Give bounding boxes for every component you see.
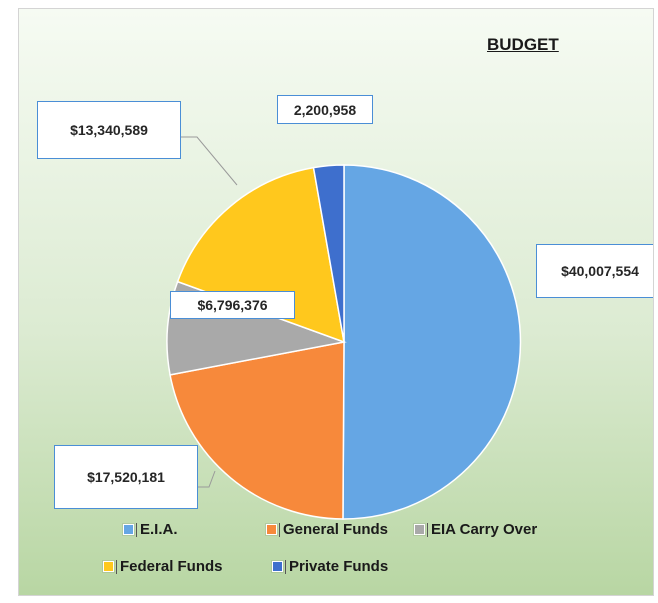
legend-swatch-eia bbox=[122, 523, 135, 536]
legend-swatch-private-funds bbox=[271, 560, 284, 573]
legend-divider bbox=[136, 522, 137, 537]
legend-swatch-eia-carry-over bbox=[413, 523, 426, 536]
data-label-federal-funds: $13,340,589 bbox=[37, 101, 181, 159]
legend-label-eia-carry-over: EIA Carry Over bbox=[431, 521, 538, 538]
legend-divider bbox=[116, 559, 117, 574]
legend-entry-general-funds: General Funds bbox=[265, 521, 389, 538]
chart-area: BUDGET $40,007,554 $17,520,181 $6,796,37… bbox=[18, 8, 654, 596]
legend-label-federal-funds: Federal Funds bbox=[120, 558, 223, 575]
leader-line-general-funds bbox=[198, 470, 216, 488]
pie-slice-general-funds bbox=[169, 341, 345, 520]
legend-swatch-general-funds bbox=[265, 523, 278, 536]
legend-swatch-federal-funds bbox=[102, 560, 115, 573]
legend-divider bbox=[427, 522, 428, 537]
legend-label-eia: E.I.A. bbox=[140, 521, 178, 538]
data-label-eia-carry-over: $6,796,376 bbox=[170, 291, 295, 319]
pie-slice-private-funds bbox=[312, 164, 345, 343]
legend-label-general-funds: General Funds bbox=[283, 521, 389, 538]
leader-line-federal-funds bbox=[181, 136, 238, 186]
legend-entry-eia-carry-over: EIA Carry Over bbox=[413, 521, 538, 538]
pie-slice-e-i-a bbox=[342, 164, 522, 520]
legend-entry-federal-funds: Federal Funds bbox=[102, 558, 223, 575]
legend-entry-eia: E.I.A. bbox=[122, 521, 178, 538]
data-label-private-funds: 2,200,958 bbox=[277, 95, 373, 124]
pie-slice-federal-funds bbox=[176, 166, 345, 344]
chart-title: BUDGET bbox=[487, 35, 559, 54]
legend-divider bbox=[279, 522, 280, 537]
legend-label-private-funds: Private Funds bbox=[289, 558, 389, 575]
data-label-general-funds: $17,520,181 bbox=[54, 445, 198, 509]
data-label-eia: $40,007,554 bbox=[536, 244, 653, 298]
legend-divider bbox=[285, 559, 286, 574]
legend-entry-private-funds: Private Funds bbox=[271, 558, 389, 575]
